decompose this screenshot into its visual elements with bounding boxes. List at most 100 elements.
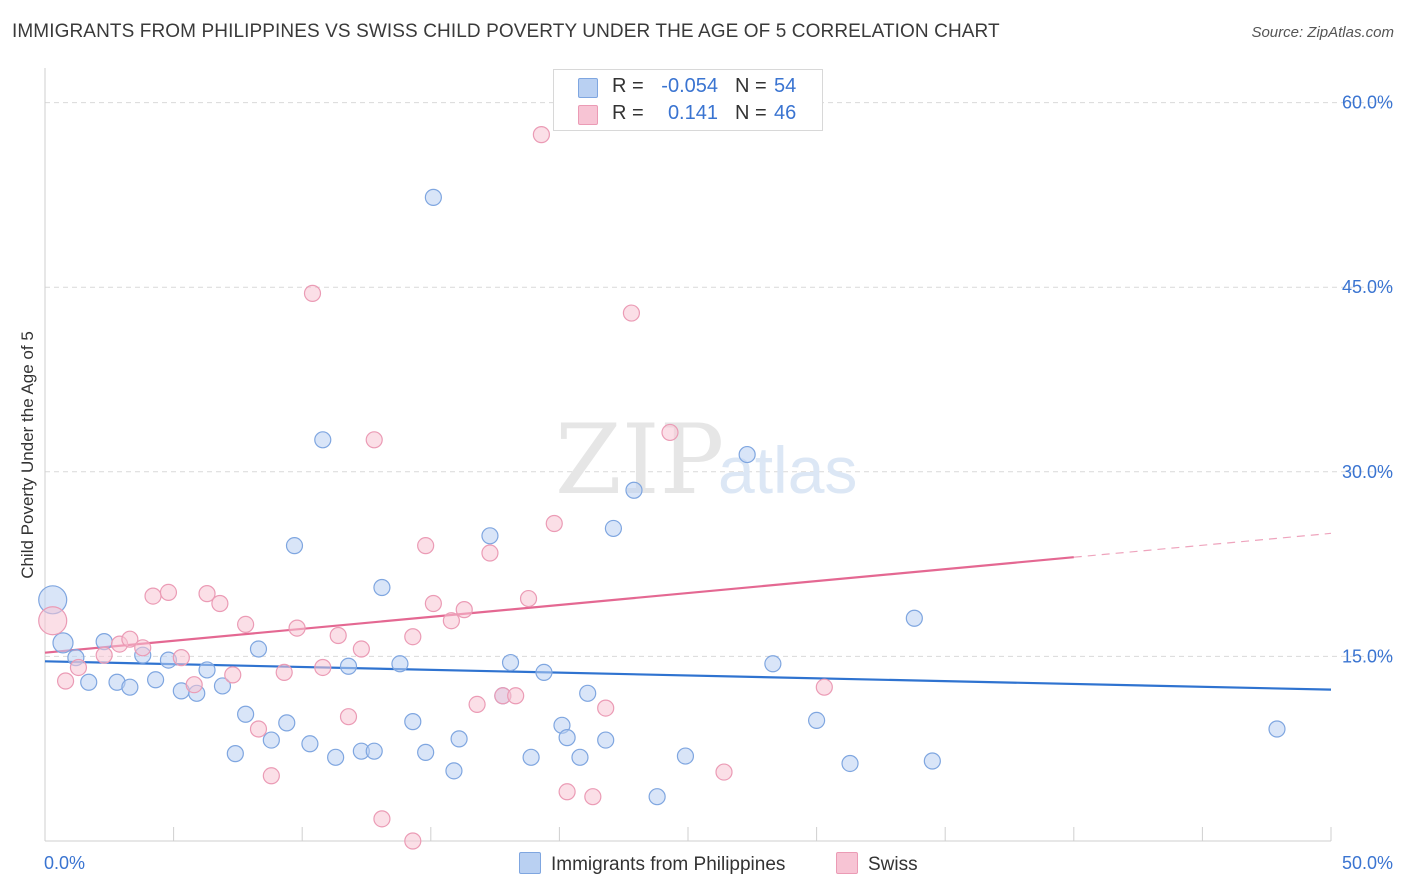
legend-n-value: 54: [774, 75, 797, 97]
data-point-blue: [80, 673, 98, 691]
data-point-blue: [481, 527, 499, 545]
data-point-blue: [213, 677, 232, 695]
source-label: Source: ZipAtlas.com: [1251, 24, 1394, 41]
data-point-blue: [121, 678, 139, 696]
legend-r-label: R =: [612, 75, 644, 97]
data-point-blue: [278, 714, 296, 732]
watermark: ZIP atlas: [555, 404, 857, 516]
data-point-blue: [445, 762, 463, 780]
data-point-pink: [481, 544, 499, 562]
y-tick-label: 45.0%: [1342, 277, 1393, 297]
data-point-blue: [198, 661, 216, 679]
legend-n-label: N =: [735, 102, 767, 124]
tick-labels: 15.0% 30.0% 45.0% 60.0% 0.0% 50.0%: [44, 93, 1393, 873]
data-point-pink: [314, 658, 332, 677]
data-point-pink: [339, 708, 358, 726]
data-point-pink: [224, 666, 242, 684]
data-point-blue: [424, 188, 442, 206]
legend-n-value: 46: [774, 102, 797, 124]
data-point-pink: [275, 663, 293, 682]
bottom-legend-philippines: Immigrants from Philippines: [519, 852, 785, 876]
data-point-pink: [262, 767, 280, 785]
trend-lines: [44, 532, 1332, 691]
data-point-pink: [661, 423, 679, 442]
data-point-pink: [185, 676, 203, 694]
x-tick-label: 0.0%: [44, 853, 85, 873]
y-tick-label: 15.0%: [1342, 646, 1393, 666]
data-point-blue: [52, 632, 74, 654]
data-point-blue: [365, 742, 383, 760]
x-tick-label: 50.0%: [1342, 853, 1393, 873]
data-point-pink: [329, 626, 347, 645]
data-point-blue: [404, 713, 422, 731]
data-point-blue: [597, 731, 615, 749]
data-point-pink: [468, 695, 486, 713]
data-point-pink: [622, 304, 641, 322]
data-point-blue: [571, 748, 589, 766]
legend-r-value: 0.141: [667, 102, 718, 124]
data-point-pink: [558, 783, 576, 801]
data-point-pink: [519, 589, 538, 608]
y-tick-label: 30.0%: [1342, 462, 1393, 482]
data-point-pink: [532, 126, 550, 144]
data-point-blue: [146, 671, 165, 689]
data-point-pink: [134, 639, 152, 657]
data-point-pink: [815, 678, 833, 696]
axes: [44, 68, 1332, 842]
bottom-legend-label: Immigrants from Philippines: [551, 854, 786, 875]
data-point-pink: [237, 615, 255, 634]
data-point-blue: [579, 684, 597, 702]
data-point-blue: [807, 711, 826, 729]
data-point-blue: [558, 729, 576, 747]
data-point-blue: [501, 653, 520, 672]
legend-r-value: -0.054: [661, 75, 718, 97]
watermark-atlas: atlas: [718, 433, 857, 507]
data-points: [38, 126, 1286, 850]
legend-swatch-pink: [578, 105, 598, 125]
data-point-pink: [597, 699, 615, 717]
data-point-pink: [288, 619, 306, 637]
data-point-pink: [249, 720, 268, 738]
data-point-blue: [1268, 720, 1286, 738]
data-point-blue: [535, 663, 553, 682]
data-point-pink: [404, 628, 422, 646]
trend-line-extension-pink: [1073, 532, 1332, 558]
data-point-blue: [625, 481, 643, 499]
data-point-pink: [545, 514, 563, 533]
data-point-pink: [715, 763, 733, 781]
data-point-pink: [159, 583, 178, 602]
chart-title: IMMIGRANTS FROM PHILIPPINES VS SWISS CHI…: [12, 21, 1000, 42]
data-point-pink: [38, 606, 68, 636]
watermark-zip: ZIP: [555, 404, 724, 516]
correlation-legend: R = -0.054 N = 54 R = 0.141 N = 46: [553, 69, 823, 131]
trend-line-blue: [44, 660, 1332, 691]
bottom-legend-swatch-blue: [519, 852, 541, 874]
data-point-pink: [144, 587, 162, 605]
data-point-pink: [442, 612, 460, 630]
data-point-blue: [648, 788, 666, 806]
trend-line-pink: [44, 556, 1074, 654]
bottom-legend-swatch-pink: [836, 852, 858, 874]
data-point-blue: [417, 743, 435, 761]
data-point-blue: [676, 747, 695, 765]
data-point-blue: [314, 431, 332, 449]
data-point-blue: [764, 655, 782, 673]
bottom-legend-swiss: Swiss: [836, 852, 918, 876]
data-point-pink: [69, 658, 88, 677]
data-point-blue: [450, 730, 468, 748]
data-point-blue: [604, 519, 623, 538]
data-point-blue: [249, 640, 268, 658]
data-point-blue: [327, 748, 345, 766]
data-point-pink: [56, 672, 75, 690]
data-point-blue: [923, 752, 941, 770]
data-point-blue: [373, 578, 391, 597]
data-point-pink: [424, 594, 442, 613]
data-point-pink: [373, 810, 391, 828]
gridlines: [45, 102, 1392, 657]
data-point-blue: [285, 537, 304, 555]
legend-r-label: R =: [612, 102, 644, 124]
data-point-blue: [262, 731, 280, 749]
data-point-pink: [584, 788, 602, 806]
data-point-pink: [121, 630, 139, 648]
